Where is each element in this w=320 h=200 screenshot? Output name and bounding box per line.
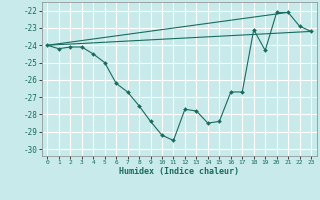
X-axis label: Humidex (Indice chaleur): Humidex (Indice chaleur) xyxy=(119,167,239,176)
